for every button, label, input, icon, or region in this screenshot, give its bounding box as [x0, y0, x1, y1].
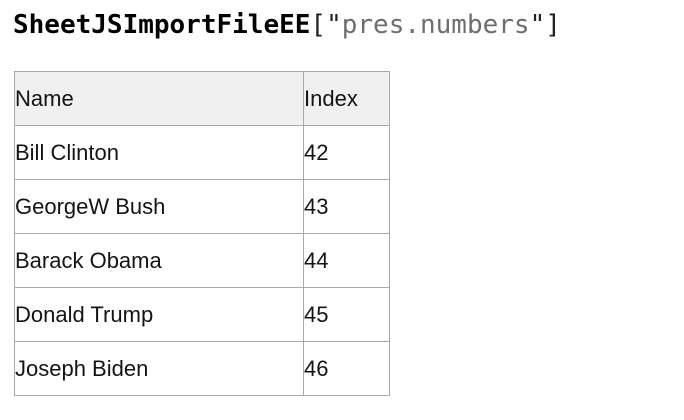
cell-name: Donald Trump: [14, 287, 304, 342]
cell-index: 42: [303, 125, 390, 180]
cell-index: 46: [303, 341, 390, 396]
title-open-bracket: [: [310, 10, 327, 40]
table-row: Bill Clinton 42: [14, 125, 390, 180]
cell-name: Bill Clinton: [14, 125, 304, 180]
title-identifier: SheetJSImportFileEE: [13, 10, 311, 40]
table-body: Bill Clinton 42 GeorgeW Bush 43 Barack O…: [14, 125, 390, 396]
cell-index: 43: [303, 179, 390, 234]
cell-name: GeorgeW Bush: [14, 179, 304, 234]
header-cell-name: Name: [14, 71, 304, 126]
table-row: Barack Obama 44: [14, 233, 390, 288]
cell-index: 45: [303, 287, 390, 342]
table-row: GeorgeW Bush 43: [14, 179, 390, 234]
presidents-table: Name Index Bill Clinton 42 GeorgeW Bush …: [14, 71, 390, 396]
table-row: Joseph Biden 46: [14, 341, 390, 396]
cell-name: Joseph Biden: [14, 341, 304, 396]
table-header: Name Index: [14, 71, 390, 126]
header-cell-index: Index: [303, 71, 390, 126]
title-open-quote: ": [326, 10, 342, 40]
table-header-row: Name Index: [14, 71, 390, 126]
title-close-quote: ": [529, 10, 546, 40]
title-close-bracket: ]: [545, 10, 561, 40]
title-string-literal: pres.numbers: [341, 10, 530, 40]
cell-index: 44: [303, 233, 390, 288]
cell-name: Barack Obama: [14, 233, 304, 288]
table-row: Donald Trump 45: [14, 287, 390, 342]
page-title: SheetJSImportFileEE["pres.numbers"]: [13, 9, 561, 42]
